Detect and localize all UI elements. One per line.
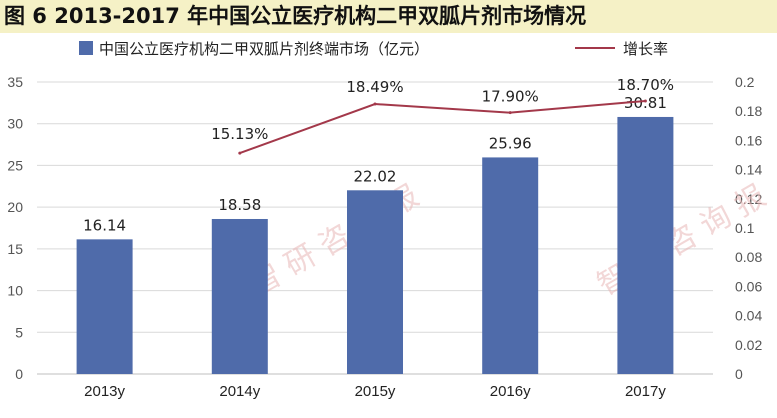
- bar: [347, 190, 403, 374]
- y-left-tick-label: 0: [15, 366, 23, 382]
- y-left-tick-label: 10: [7, 283, 23, 299]
- y-right-tick-label: 0.1: [735, 220, 755, 236]
- x-tick-label: 2017y: [625, 383, 666, 400]
- y-left-tick-label: 15: [7, 241, 23, 257]
- y-right-tick-label: 0.14: [735, 162, 762, 178]
- legend-line-label: 增长率: [623, 40, 668, 58]
- growth-rate-label: 18.70%: [617, 76, 674, 94]
- growth-rate-label: 17.90%: [482, 88, 539, 106]
- y-left-tick-label: 20: [7, 199, 23, 215]
- bar: [617, 116, 674, 374]
- x-tick-label: 2016y: [490, 383, 531, 400]
- y-right-tick-label: 0.12: [735, 191, 762, 207]
- y-right-tick-label: 0.02: [735, 337, 762, 353]
- growth-rate-point: [508, 111, 512, 115]
- x-tick-label: 2014y: [219, 383, 260, 400]
- chart-title: 图 6 2013-2017 年中国公立医疗机构二甲双胍片剂市场情况: [4, 4, 587, 28]
- x-tick-label: 2015y: [355, 383, 396, 400]
- y-right-tick-label: 0.18: [735, 103, 762, 119]
- growth-rate-line: [239, 99, 646, 155]
- growth-rate-label: 15.13%: [211, 125, 268, 143]
- bar-value-label: 18.58: [218, 196, 261, 214]
- y-right-tick-label: 0.06: [735, 278, 762, 294]
- y-right-tick-label: 0.2: [735, 74, 755, 90]
- title-banner: 图 6 2013-2017 年中国公立医疗机构二甲双胍片剂市场情况: [0, 0, 777, 33]
- bar-value-label: 25.96: [489, 134, 532, 152]
- growth-rate-label: 18.49%: [346, 78, 403, 96]
- y-right-tick-label: 0: [735, 366, 743, 382]
- y-left-tick-label: 30: [7, 116, 23, 132]
- legend-bar-label: 中国公立医疗机构二甲双胍片剂终端市场（亿元）: [99, 40, 429, 58]
- y-left-tick-label: 25: [7, 157, 23, 173]
- bar: [76, 239, 133, 374]
- y-left-tick-label: 35: [7, 74, 23, 90]
- growth-rate-point: [238, 151, 242, 155]
- y-left-tick-label: 5: [15, 324, 23, 340]
- bar-value-label: 22.02: [354, 167, 397, 185]
- bar: [482, 157, 539, 374]
- bar: [211, 218, 268, 374]
- y-right-tick-label: 0.08: [735, 249, 762, 265]
- y-right-tick-label: 0.16: [735, 132, 762, 148]
- y-right-tick-label: 0.04: [735, 308, 762, 324]
- bar-value-label: 30.81: [624, 94, 667, 112]
- bar-value-label: 16.14: [83, 216, 126, 234]
- growth-rate-point: [373, 102, 377, 106]
- growth-rate-point: [643, 99, 647, 103]
- legend-bar-swatch: [79, 41, 93, 55]
- x-tick-label: 2013y: [84, 383, 125, 400]
